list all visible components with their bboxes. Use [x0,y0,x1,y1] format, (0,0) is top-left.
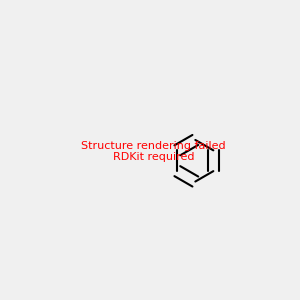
Text: Structure rendering failed
RDKit required: Structure rendering failed RDKit require… [81,141,226,162]
